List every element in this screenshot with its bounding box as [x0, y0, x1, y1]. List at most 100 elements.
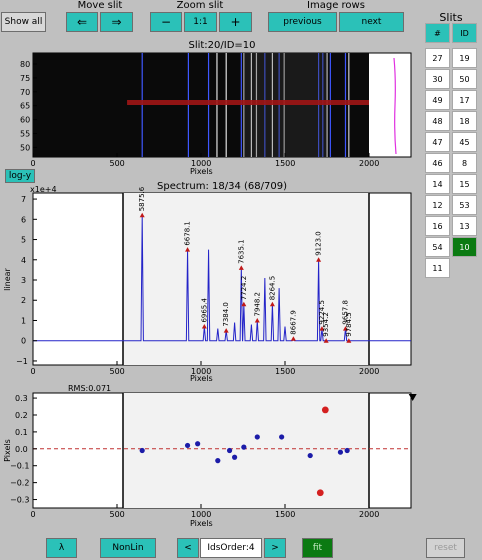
- spectrum-scale-label: x1e+4: [30, 185, 57, 194]
- slit-y-tick-label: 55: [20, 130, 30, 139]
- slit-image-xlabel: Pixels: [190, 167, 213, 176]
- spectrum-y-tick-label: 4: [21, 256, 26, 265]
- slits-title: Slits: [439, 11, 463, 24]
- line-id-marker: [342, 326, 348, 331]
- residuals-y-tick-label: 0.3: [15, 394, 28, 403]
- line-wavelength-label: 8667.9: [289, 310, 297, 335]
- residual-point: [254, 434, 260, 440]
- residual-point: [307, 452, 313, 459]
- spectrum-y-tick-label: 7: [21, 195, 26, 204]
- slit-number-cell[interactable]: 27: [425, 48, 450, 68]
- previous-button[interactable]: previous: [268, 12, 337, 32]
- order-field[interactable]: IdsOrder:4: [200, 538, 262, 558]
- line-id-marker: [254, 317, 260, 323]
- residuals-y-tick-label: −0.3: [10, 496, 29, 505]
- spectrum-y-tick-label: 2: [21, 296, 26, 305]
- spectrum-y-tick-label: −1: [16, 357, 28, 366]
- residuals-y-tick-label: 0.2: [15, 411, 28, 420]
- slit-number-cell[interactable]: 46: [425, 153, 450, 173]
- slit-x-tick-label: 2000: [359, 159, 379, 168]
- nonlin-button[interactable]: NonLin: [100, 538, 156, 558]
- zoom-out-button[interactable]: −: [150, 12, 182, 32]
- slit-image-plot: 80 75 70 65 60 55 500 500 1000 1500 2000: [20, 52, 412, 168]
- zoom-in-button[interactable]: +: [219, 12, 252, 32]
- slits-column-num[interactable]: #: [425, 23, 450, 43]
- line-wavelength-label: 9657.8: [341, 300, 349, 325]
- slit-number-cell[interactable]: 14: [425, 174, 450, 194]
- slits-column-id[interactable]: ID: [452, 23, 477, 43]
- residual-point: [241, 444, 247, 450]
- line-wavelength-label: 7724.2: [240, 276, 248, 301]
- slit-y-tick-label: 65: [20, 102, 30, 111]
- slit-x-tick-label: 0: [31, 159, 36, 168]
- slit-y-tick-label: 75: [20, 74, 30, 83]
- lambda-button[interactable]: λ: [46, 538, 77, 558]
- log-y-button[interactable]: log-y: [5, 169, 35, 183]
- slit-x-tick-label: 1000: [191, 159, 211, 168]
- move-right-button[interactable]: ⇒: [100, 12, 133, 32]
- slit-number-cell[interactable]: 30: [425, 69, 450, 89]
- slit-id-cell[interactable]: 13: [452, 216, 477, 236]
- slit-id-cell[interactable]: 19: [452, 48, 477, 68]
- slit-x-tick-label: 500: [110, 159, 125, 168]
- slit-y-tick-label: 50: [20, 143, 30, 152]
- slit-id-cell[interactable]: 17: [452, 90, 477, 110]
- slit-id-cell[interactable]: 15: [452, 174, 477, 194]
- image-rows-title: Image rows: [307, 0, 365, 11]
- residual-point: [337, 449, 344, 455]
- order-increase-button[interactable]: >: [264, 538, 286, 558]
- slit-id-cell[interactable]: 18: [452, 111, 477, 131]
- slit-number-cell[interactable]: 47: [425, 132, 450, 152]
- line-wavelength-label: 9784.5: [345, 312, 353, 337]
- residuals-y-tick-label: −0.1: [10, 462, 29, 471]
- slit-id-cell[interactable]: 45: [452, 132, 477, 152]
- line-id-marker: [241, 301, 247, 307]
- residual-point: [344, 447, 350, 454]
- row-profile-line: [393, 57, 397, 155]
- line-id-marker: [346, 338, 352, 343]
- residuals-xlabel: Pixels: [190, 519, 213, 528]
- line-wavelength-label: 7635.1: [237, 239, 245, 264]
- outlier-point: [316, 489, 324, 497]
- slit-y-tick-label: 60: [20, 116, 30, 125]
- slit-y-tick-label: 80: [20, 60, 30, 69]
- line-id-marker: [201, 324, 207, 329]
- slit-id-cell[interactable]: 53: [452, 195, 477, 215]
- slit-number-cell[interactable]: 16: [425, 216, 450, 236]
- slit-id-cell[interactable]: 8: [452, 153, 477, 173]
- slit-number-cell[interactable]: 11: [425, 258, 450, 278]
- residual-point: [139, 447, 145, 454]
- residual-point: [232, 454, 238, 460]
- spectrum-title: Spectrum: 18/34 (68/709): [157, 181, 287, 192]
- outlier-point: [321, 406, 329, 414]
- selected-row-band: [127, 100, 369, 105]
- residual-point: [184, 442, 191, 449]
- residuals-y-tick-label: −0.2: [10, 479, 29, 488]
- line-id-marker: [290, 336, 296, 341]
- order-decrease-button[interactable]: <: [177, 538, 199, 558]
- slit-id-cell[interactable]: 10: [452, 237, 477, 257]
- fit-button[interactable]: fit: [302, 538, 333, 558]
- line-wavelength-label: 9354.2: [322, 312, 330, 337]
- line-id-marker: [323, 338, 329, 343]
- line-id-marker: [139, 212, 145, 218]
- slit-id-cell[interactable]: 50: [452, 69, 477, 89]
- slit-number-cell[interactable]: 49: [425, 90, 450, 110]
- slit-y-tick-label: 70: [20, 88, 30, 97]
- slit-number-cell[interactable]: 54: [425, 237, 450, 257]
- move-left-button[interactable]: ⇐: [66, 12, 98, 32]
- reset-button[interactable]: reset: [426, 538, 465, 558]
- line-wavelength-label: 7948.2: [253, 292, 261, 317]
- rms-label: RMS:0.071: [68, 384, 112, 393]
- residual-point: [195, 441, 201, 447]
- spectrum-x-tick-label: 500: [110, 367, 125, 376]
- residuals-x-tick-label: 1000: [191, 510, 211, 519]
- show-all-button[interactable]: Show all: [1, 12, 46, 32]
- line-wavelength-label: 6678.1: [184, 221, 192, 246]
- next-button[interactable]: next: [339, 12, 404, 32]
- slit-number-cell[interactable]: 12: [425, 195, 450, 215]
- slit-x-tick-label: 1500: [275, 159, 295, 168]
- residual-point: [226, 447, 233, 454]
- slit-number-cell[interactable]: 48: [425, 111, 450, 131]
- zoom-reset-button[interactable]: 1:1: [184, 12, 217, 32]
